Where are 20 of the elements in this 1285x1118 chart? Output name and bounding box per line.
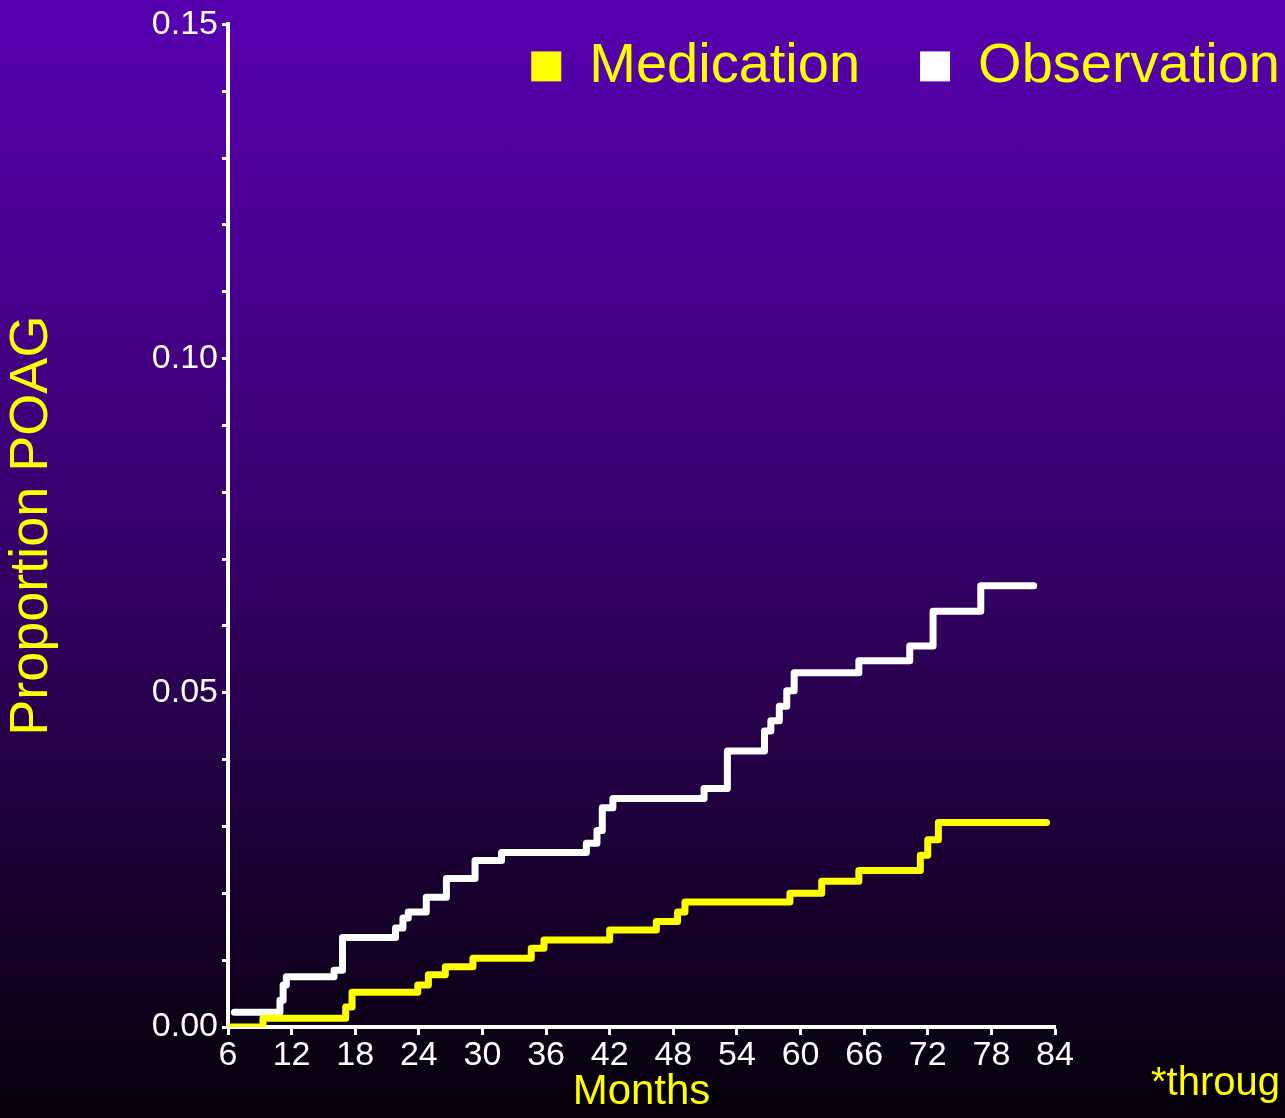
y-tick-label: 0.10 bbox=[151, 336, 218, 375]
x-tick-label: 30 bbox=[463, 1033, 502, 1072]
x-tick-label: 54 bbox=[718, 1033, 756, 1072]
x-tick-label: 66 bbox=[845, 1033, 884, 1072]
y-tick-label: 0.00 bbox=[151, 1005, 218, 1044]
x-tick-label: 78 bbox=[972, 1033, 1011, 1072]
y-axis-title: Proportion POAG bbox=[0, 315, 59, 736]
x-tick-label: 24 bbox=[399, 1033, 438, 1072]
x-tick-label: 72 bbox=[908, 1033, 947, 1072]
x-tick-label: 6 bbox=[218, 1033, 238, 1072]
legend-label: Medication bbox=[589, 30, 861, 94]
legend-label: Observation bbox=[978, 30, 1281, 94]
x-tick-label: 84 bbox=[1036, 1033, 1074, 1072]
x-tick-label: 12 bbox=[272, 1033, 311, 1072]
y-tick-label: 0.05 bbox=[151, 671, 218, 710]
x-tick-label: 36 bbox=[527, 1033, 565, 1072]
x-tick-label: 60 bbox=[781, 1033, 820, 1072]
text: *throug bbox=[1151, 1059, 1280, 1104]
x-tick-label: 18 bbox=[336, 1033, 375, 1072]
y-tick-label: 0.15 bbox=[151, 2, 218, 41]
